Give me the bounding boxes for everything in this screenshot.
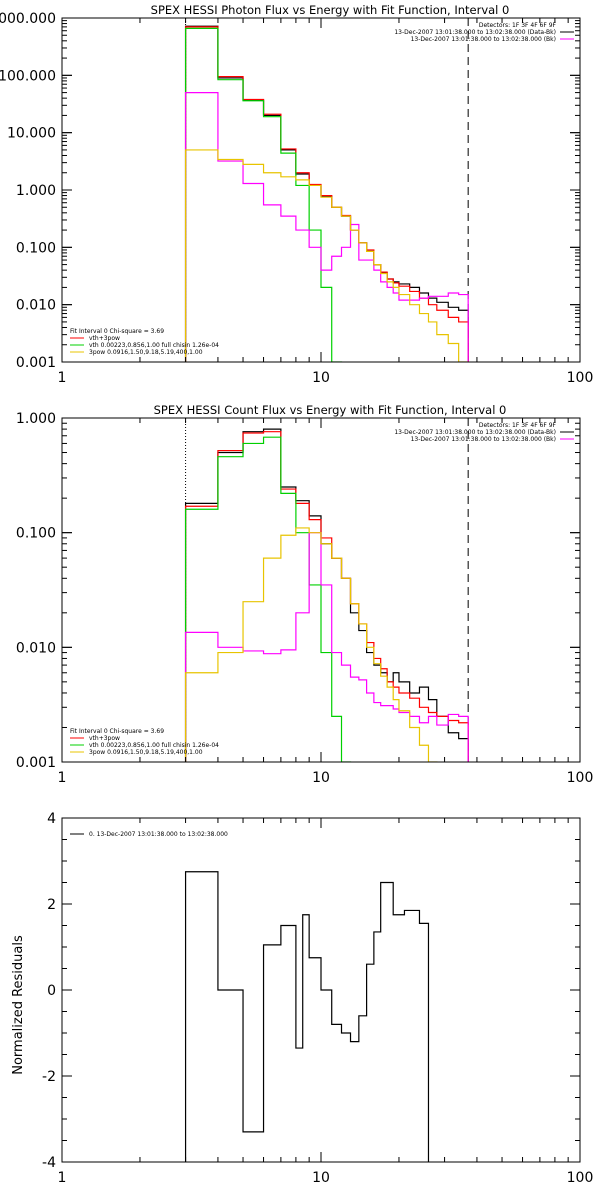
x-tick-label: 10 — [312, 1170, 330, 1186]
panel-1-plot: 1 10 100 0.001 0.010 0.100 1.000 Detectors: 1F … — [16, 411, 594, 786]
count-flux-title: SPEX HESSI Count Flux vs Energy with Fit… — [154, 403, 507, 417]
legend-entry: Fit Interval 0 Chi-square = 3.69 — [70, 328, 164, 335]
series-1-histogram — [184, 431, 469, 762]
legend-entry: vth 0.00223,0.856,1.00 full chisin 1.26e… — [89, 742, 219, 749]
residuals-panel: Normalized Residuals — [11, 935, 26, 1075]
series-2-histogram — [184, 436, 352, 762]
y-tick-label: 0.010 — [16, 640, 56, 656]
plot-frame — [61, 17, 581, 363]
y-tick-label: 100.000 — [0, 68, 56, 84]
x-tick-label: 10 — [312, 370, 330, 386]
y-tick-label: 0.001 — [16, 355, 56, 371]
panel-0-plot: 1 10 100 0.001 0.010 0.100 1.000 10.000 100.000 0… — [0, 11, 594, 386]
x-tick-label: 10 — [312, 770, 330, 786]
legend-entry: 13-Dec-2007 13:01:38.000 to 13:02:38.000… — [411, 36, 556, 43]
series-3-histogram — [184, 91, 469, 362]
x-tick-label: 1 — [58, 1170, 67, 1186]
series-4-histogram — [184, 149, 469, 362]
legend-entry: 3pow 0.0916,1.50,9.18,5.19,400,1.00 — [89, 349, 203, 356]
photon-flux-panel: SPEX HESSI Photon Flux vs Energy with Fi… — [151, 3, 510, 17]
y-tick-label: 0.100 — [16, 240, 56, 256]
legend-entry: 0. 13-Dec-2007 13:01:38.000 to 13:02:38.… — [89, 831, 228, 838]
series-3-histogram — [184, 532, 469, 762]
legend-entry: vth+3pow — [89, 335, 120, 342]
y-tick-label: 0.001 — [16, 755, 56, 771]
panel-2-plot: 1 10 100 -4 -2 0 2 4 0. 13-Dec-2007 13:01:38.000… — [42, 811, 593, 1186]
series-4-histogram — [184, 527, 438, 762]
y-tick-label: 10.000 — [7, 126, 56, 142]
legend-entry: vth 0.00223,0.856,1.00 full chisin 1.26e… — [89, 342, 219, 349]
x-tick-label: 100 — [567, 370, 594, 386]
legend-entry: 13-Dec-2007 13:01:38.000 to 13:02:38.000… — [394, 29, 556, 36]
y-tick-label: 0.100 — [16, 526, 56, 542]
y-tick-label: 2 — [47, 897, 56, 913]
panel-1-data-area — [184, 418, 469, 762]
y-tick-label: -2 — [42, 1069, 56, 1085]
residuals-y-axis-label: Normalized Residuals — [11, 935, 26, 1075]
legend-entry: Detectors: 1F 3F 4F 6F 9F — [479, 422, 557, 429]
photon-flux-title: SPEX HESSI Photon Flux vs Energy with Fi… — [151, 3, 510, 17]
y-tick-label: 000.000 — [0, 11, 56, 27]
panel-2-data-area — [184, 871, 430, 1162]
legend-entry: Fit Interval 0 Chi-square = 3.69 — [70, 728, 164, 735]
x-tick-label: 100 — [567, 770, 594, 786]
y-tick-label: 1.000 — [16, 183, 56, 199]
panel-0-data-area — [184, 18, 469, 362]
x-tick-label: 1 — [58, 370, 67, 386]
legend-entry: 3pow 0.0916,1.50,9.18,5.19,400,1.00 — [89, 749, 203, 756]
series-0-histogram — [184, 428, 469, 762]
legend-entry: 13-Dec-2007 13:01:38.000 to 13:02:38.000… — [411, 436, 556, 443]
y-tick-label: 4 — [47, 811, 56, 827]
y-tick-label: -4 — [42, 1155, 56, 1171]
legend-entry: vth+3pow — [89, 735, 120, 742]
legend-entry: 13-Dec-2007 13:01:38.000 to 13:02:38.000… — [394, 429, 556, 436]
plot-frame — [61, 817, 581, 1163]
series-0-histogram — [184, 871, 430, 1162]
legend-entry: Detectors: 1F 3F 4F 6F 9F — [479, 22, 557, 29]
y-tick-label: 0.010 — [16, 298, 56, 314]
y-tick-label: 1.000 — [16, 411, 56, 427]
y-tick-label: 0 — [47, 983, 56, 999]
x-tick-label: 100 — [567, 1170, 594, 1186]
series-2-histogram — [184, 27, 343, 362]
count-flux-panel: SPEX HESSI Count Flux vs Energy with Fit… — [154, 403, 507, 417]
plot-frame — [61, 417, 581, 763]
x-tick-label: 1 — [58, 770, 67, 786]
